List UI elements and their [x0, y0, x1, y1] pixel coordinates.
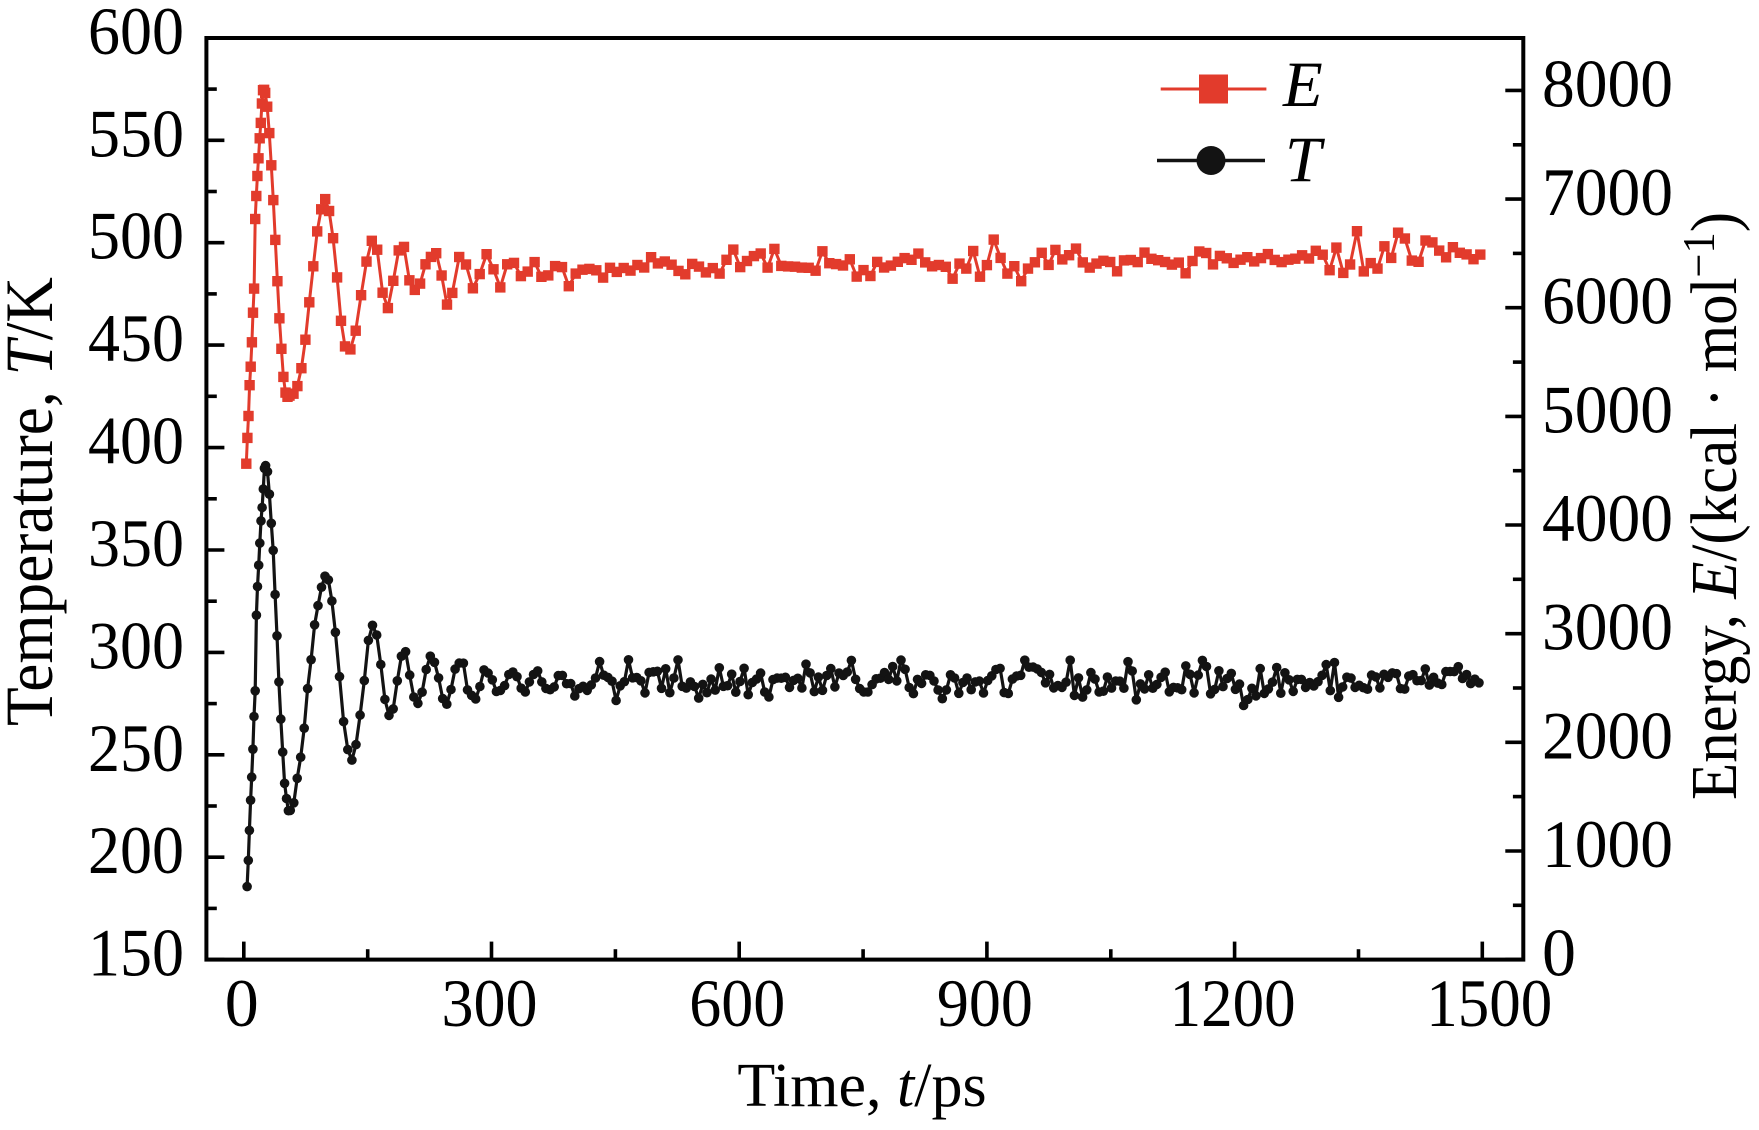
svg-text:Energy, E/(kcal · mol−1): Energy, E/(kcal · mol−1)	[1673, 212, 1751, 800]
svg-text:300: 300	[88, 607, 184, 683]
svg-text:T: T	[1285, 124, 1325, 196]
svg-text:1200: 1200	[1170, 965, 1296, 1041]
svg-text:600: 600	[88, 0, 184, 69]
svg-text:1500: 1500	[1426, 965, 1552, 1041]
svg-text:200: 200	[88, 812, 184, 888]
svg-text:E: E	[1282, 49, 1323, 121]
svg-text:6000: 6000	[1542, 263, 1673, 339]
svg-text:2000: 2000	[1542, 697, 1673, 773]
svg-text:7000: 7000	[1542, 154, 1673, 230]
svg-text:Time, t/ps: Time, t/ps	[737, 1052, 986, 1120]
svg-text:350: 350	[88, 505, 184, 581]
svg-text:0: 0	[225, 965, 259, 1041]
svg-text:900: 900	[937, 965, 1033, 1041]
svg-text:4000: 4000	[1542, 480, 1673, 556]
svg-text:450: 450	[88, 300, 184, 376]
svg-text:Temperature, T/K: Temperature, T/K	[0, 277, 67, 726]
svg-text:1000: 1000	[1542, 806, 1673, 882]
svg-text:3000: 3000	[1542, 589, 1673, 665]
svg-text:0: 0	[1542, 915, 1576, 991]
svg-text:400: 400	[88, 403, 184, 479]
svg-text:500: 500	[88, 198, 184, 274]
svg-text:300: 300	[442, 965, 538, 1041]
svg-text:150: 150	[88, 915, 184, 991]
svg-text:250: 250	[88, 710, 184, 786]
svg-text:8000: 8000	[1542, 45, 1673, 121]
svg-text:600: 600	[689, 965, 785, 1041]
svg-text:550: 550	[88, 95, 184, 171]
svg-text:5000: 5000	[1542, 371, 1673, 447]
